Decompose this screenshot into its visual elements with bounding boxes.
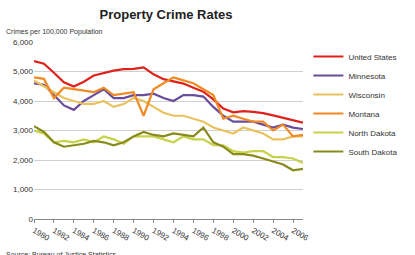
svg-text:Minnesota: Minnesota — [348, 72, 385, 81]
svg-text:2006: 2006 — [290, 226, 310, 243]
svg-text:1980: 1980 — [31, 226, 51, 243]
svg-text:1994: 1994 — [170, 226, 190, 243]
svg-text:1992: 1992 — [151, 226, 171, 243]
svg-text:0: 0 — [29, 215, 34, 224]
svg-text:1988: 1988 — [111, 226, 131, 243]
svg-text:3,000: 3,000 — [13, 126, 34, 135]
svg-text:North Dakota: North Dakota — [348, 129, 396, 138]
svg-text:Crimes per 100,000 Population: Crimes per 100,000 Population — [6, 28, 103, 36]
svg-text:Source: Bureau of Justice Stat: Source: Bureau of Justice Statistics — [6, 251, 117, 255]
svg-text:United States: United States — [348, 53, 396, 62]
svg-text:South Dakota: South Dakota — [348, 148, 397, 157]
svg-text:1990: 1990 — [131, 226, 151, 243]
svg-text:1998: 1998 — [210, 226, 230, 243]
svg-text:2,000: 2,000 — [13, 156, 34, 165]
svg-text:2000: 2000 — [230, 226, 250, 243]
svg-text:1,000: 1,000 — [13, 185, 34, 194]
svg-text:1984: 1984 — [71, 226, 91, 243]
svg-text:2002: 2002 — [250, 226, 270, 243]
svg-text:1982: 1982 — [51, 226, 71, 243]
svg-text:Montana: Montana — [348, 110, 380, 119]
svg-text:4,000: 4,000 — [13, 97, 34, 106]
svg-text:2004: 2004 — [270, 226, 290, 243]
svg-text:Wisconsin: Wisconsin — [348, 91, 384, 100]
svg-text:1996: 1996 — [190, 226, 210, 243]
svg-text:6,000: 6,000 — [13, 38, 34, 47]
svg-text:5,000: 5,000 — [13, 67, 34, 76]
svg-text:Property Crime Rates: Property Crime Rates — [100, 7, 233, 22]
svg-text:1986: 1986 — [91, 226, 111, 243]
